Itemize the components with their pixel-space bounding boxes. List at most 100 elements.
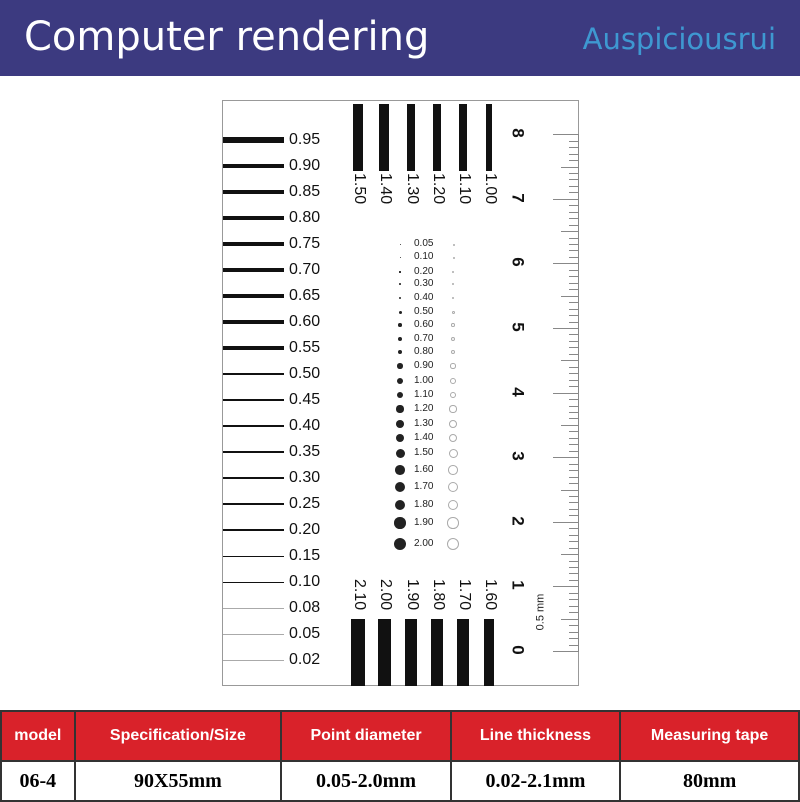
dot-label: 1.20 bbox=[414, 403, 434, 414]
ruler-tick bbox=[569, 405, 579, 407]
value-cell: 0.05-2.0mm bbox=[280, 760, 452, 802]
ruler-tick bbox=[569, 495, 579, 497]
hollow-dot bbox=[450, 349, 456, 355]
dot-label: 1.50 bbox=[414, 447, 434, 458]
filled-dot bbox=[394, 538, 406, 550]
ruler-unit-label: 0.5 mm bbox=[534, 593, 547, 631]
hollow-dot bbox=[447, 481, 459, 493]
ruler-tick bbox=[569, 276, 579, 278]
ruler-tick bbox=[569, 302, 579, 304]
line-label: 0.60 bbox=[289, 313, 321, 330]
dot-label: 1.80 bbox=[414, 499, 434, 510]
ruler-tick bbox=[569, 431, 579, 433]
value-cell: 80mm bbox=[619, 760, 800, 802]
ruler-tick bbox=[569, 418, 579, 420]
line-label: 0.80 bbox=[289, 209, 321, 226]
ruler-tick bbox=[553, 328, 579, 329]
ruler-tick bbox=[569, 237, 579, 239]
ruler-tick bbox=[569, 547, 579, 549]
line-label: 0.20 bbox=[289, 521, 321, 538]
bar-label: 1.10 bbox=[456, 173, 473, 205]
line-label: 0.75 bbox=[289, 235, 321, 252]
value-cell: 0.02-2.1mm bbox=[449, 760, 622, 802]
line-label: 0.35 bbox=[289, 443, 321, 460]
ruler-tick bbox=[553, 586, 579, 588]
thickness-line bbox=[223, 398, 284, 402]
ruler-tick bbox=[553, 457, 579, 459]
ruler-tick bbox=[569, 289, 579, 291]
ruler-tick bbox=[569, 483, 579, 485]
value-cell: 90X55mm bbox=[73, 760, 283, 802]
ruler-tick bbox=[569, 315, 579, 317]
ruler-tick bbox=[569, 140, 579, 142]
ruler-tick bbox=[553, 198, 579, 200]
ruler-number: 2 bbox=[508, 516, 528, 526]
line-label: 0.45 bbox=[289, 391, 321, 408]
line-label: 0.65 bbox=[289, 287, 321, 304]
thickness-line bbox=[223, 372, 284, 376]
dot-label: 1.90 bbox=[414, 517, 434, 528]
filled-dot bbox=[397, 378, 403, 384]
filled-dot bbox=[399, 283, 401, 285]
ruler-tick bbox=[569, 463, 579, 465]
thickness-bar bbox=[351, 619, 365, 686]
ruler-tick bbox=[569, 399, 579, 401]
ruler-number: 1 bbox=[508, 580, 528, 591]
line-label: 0.30 bbox=[289, 469, 321, 486]
dot-label: 0.50 bbox=[414, 306, 434, 317]
ruler-number: 7 bbox=[508, 193, 528, 203]
bar-label: 1.30 bbox=[404, 173, 421, 205]
filled-dot bbox=[394, 499, 406, 511]
line-label: 0.08 bbox=[289, 599, 321, 616]
thickness-line bbox=[223, 503, 284, 505]
ruler-tick bbox=[569, 644, 579, 646]
ruler-number: 4 bbox=[508, 386, 528, 397]
thickness-line bbox=[223, 555, 284, 557]
ruler-tick bbox=[569, 334, 579, 336]
hollow-dot bbox=[447, 517, 459, 529]
line-label: 0.02 bbox=[289, 651, 321, 668]
ruler-edge bbox=[578, 135, 579, 652]
filled-dot bbox=[395, 465, 405, 475]
filled-dot bbox=[398, 296, 402, 300]
line-label: 0.50 bbox=[289, 365, 321, 382]
line-label: 0.95 bbox=[289, 131, 321, 148]
thickness-line bbox=[223, 529, 284, 531]
bar-label: 1.70 bbox=[456, 579, 473, 611]
ruler-tick bbox=[569, 147, 579, 149]
thickness-line bbox=[223, 477, 284, 479]
ruler-tick bbox=[569, 592, 579, 594]
thickness-bar bbox=[483, 619, 495, 686]
ruler-tick bbox=[569, 218, 579, 220]
ruler-tick bbox=[569, 579, 579, 581]
bar-label: 1.80 bbox=[430, 579, 447, 611]
filled-dot bbox=[394, 481, 406, 493]
hollow-dot bbox=[452, 283, 455, 286]
hollow-dot bbox=[450, 336, 456, 342]
table-header-row: model Specification/Size Point diameter … bbox=[0, 710, 800, 762]
hollow-dot bbox=[451, 323, 455, 327]
thickness-line bbox=[223, 241, 284, 247]
ruler-number: 8 bbox=[508, 128, 528, 138]
bar-label: 1.50 bbox=[351, 173, 368, 205]
line-label: 0.25 bbox=[289, 495, 321, 512]
ruler-tick bbox=[569, 573, 579, 575]
ruler-tick bbox=[569, 379, 579, 381]
hollow-dot bbox=[449, 405, 457, 413]
filled-dot bbox=[399, 256, 401, 258]
ruler-tick bbox=[561, 231, 579, 233]
watermark: Auspiciousrui bbox=[582, 22, 776, 56]
thickness-bar bbox=[404, 619, 418, 686]
ruler-tick bbox=[569, 386, 579, 388]
dot-label: 1.10 bbox=[414, 389, 434, 400]
header-cell: Line thickness bbox=[449, 710, 622, 762]
ruler-tick bbox=[569, 444, 579, 446]
hollow-dot bbox=[452, 243, 455, 246]
ruler-tick bbox=[569, 366, 579, 368]
ruler-tick bbox=[569, 160, 579, 162]
ruler-tick bbox=[569, 269, 579, 271]
dot-label: 0.30 bbox=[414, 278, 434, 289]
thickness-line bbox=[223, 294, 284, 298]
thickness-line bbox=[223, 163, 284, 169]
bar-label: 1.20 bbox=[430, 173, 447, 205]
